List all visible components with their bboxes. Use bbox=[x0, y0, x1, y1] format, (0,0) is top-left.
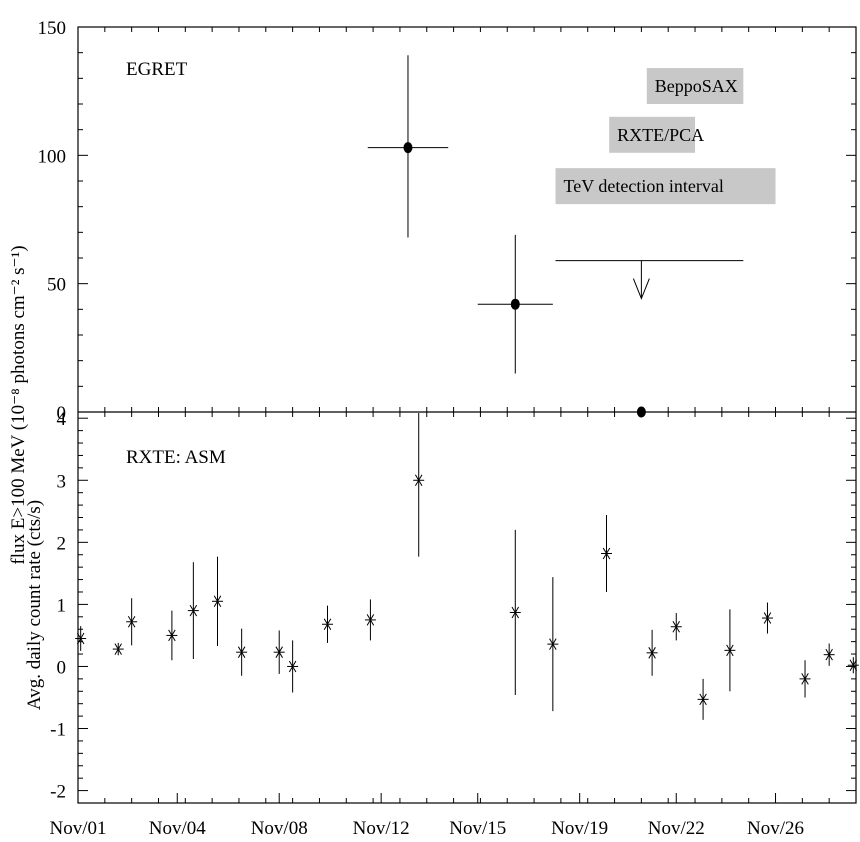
asm-y-tick-label: -2 bbox=[50, 782, 66, 803]
egret-y-tick-label: 100 bbox=[38, 146, 67, 167]
asm-marker-stroke bbox=[189, 604, 198, 617]
egret-y-tick-label: 50 bbox=[47, 275, 66, 296]
asm-marker-stroke bbox=[763, 612, 772, 624]
asm-data-point bbox=[670, 620, 682, 633]
asm-marker-stroke bbox=[549, 638, 557, 650]
asm-data-point bbox=[236, 646, 248, 658]
egret-data-point bbox=[403, 142, 413, 154]
asm-marker-stroke bbox=[825, 648, 833, 661]
asm-data-point bbox=[509, 606, 521, 619]
x-tick-label: Nov/15 bbox=[449, 818, 506, 839]
annotation-label: TeV detection interval bbox=[564, 176, 724, 196]
upper-limit-arrowhead bbox=[632, 278, 650, 300]
asm-marker-stroke bbox=[801, 673, 809, 685]
asm-panel: RXTE: ASM -2 -1 0 1 2 3 4 Nov/01 Nov/04 Nov/08 Nov… bbox=[50, 409, 859, 839]
asm-marker-stroke bbox=[213, 595, 222, 608]
asm-y-tick-label: 4 bbox=[57, 409, 67, 430]
egret-y-tick-label: 150 bbox=[38, 18, 67, 39]
asm-data-point bbox=[646, 647, 658, 659]
plot-frame bbox=[77, 26, 857, 804]
x-tick-label: Nov/26 bbox=[747, 818, 804, 839]
x-tick-label: Nov/22 bbox=[648, 818, 705, 839]
asm-marker-stroke bbox=[726, 644, 734, 657]
asm-data-point bbox=[212, 595, 224, 608]
annotation-band bbox=[646, 68, 744, 105]
asm-data-point bbox=[187, 604, 199, 617]
asm-marker-stroke bbox=[672, 620, 680, 633]
egret-y-axis-title: flux E>100 MeV (10⁻⁸ photons cm⁻² s⁻¹) bbox=[8, 245, 29, 564]
asm-y-tick-label: 1 bbox=[57, 595, 67, 616]
egret-y-tick-label: 0 bbox=[57, 403, 67, 424]
asm-marker-stroke bbox=[602, 547, 611, 560]
asm-panel-label: RXTE: ASM bbox=[126, 447, 226, 468]
asm-data-point bbox=[273, 646, 285, 658]
asm-data-point bbox=[413, 474, 425, 487]
x-tick-label: Nov/08 bbox=[251, 818, 308, 839]
annotation-label: RXTE/PCA bbox=[617, 125, 704, 145]
asm-marker-stroke bbox=[511, 606, 520, 619]
egret-panel: EGRET 0 50 100 150 BeppoSAX RXTE/PCA TeV detec… bbox=[38, 18, 857, 424]
annotation-label: BeppoSAX bbox=[655, 76, 738, 96]
egret-panel-label: EGRET bbox=[126, 59, 188, 80]
asm-data-point bbox=[364, 614, 376, 626]
asm-data-point bbox=[166, 629, 178, 642]
asm-data-point bbox=[761, 612, 773, 624]
asm-marker-stroke bbox=[168, 629, 176, 642]
x-tick-label: Nov/04 bbox=[149, 818, 207, 839]
asm-y-tick-label: 2 bbox=[57, 533, 67, 554]
asm-marker-stroke bbox=[648, 647, 656, 659]
asm-data-point bbox=[287, 660, 299, 673]
asm-data-point bbox=[601, 547, 613, 560]
asm-marker-stroke bbox=[127, 616, 136, 628]
asm-data-point bbox=[724, 644, 736, 657]
asm-data-point bbox=[112, 643, 124, 655]
asm-data-point bbox=[823, 648, 835, 661]
asm-y-tick-label: 3 bbox=[57, 471, 67, 492]
asm-marker-stroke bbox=[366, 614, 375, 626]
asm-marker-stroke bbox=[414, 474, 423, 487]
egret-data-point bbox=[510, 298, 520, 310]
asm-marker-stroke bbox=[114, 643, 122, 655]
asm-marker-stroke bbox=[699, 693, 707, 706]
asm-data-point bbox=[321, 618, 333, 631]
x-tick-label: Nov/19 bbox=[551, 818, 608, 839]
asm-y-axis-title: Avg. daily count rate (cts/s) bbox=[24, 500, 45, 710]
annotation-band bbox=[609, 116, 696, 153]
asm-y-tick-label: 0 bbox=[57, 657, 67, 678]
asm-marker-stroke bbox=[275, 646, 283, 658]
asm-data-point bbox=[697, 693, 709, 706]
x-tick-label: Nov/12 bbox=[353, 818, 410, 839]
asm-data-point bbox=[547, 638, 559, 650]
asm-data-point bbox=[799, 673, 811, 685]
asm-marker-stroke bbox=[323, 618, 332, 631]
x-tick-label: Nov/01 bbox=[50, 818, 107, 839]
annotation-band bbox=[555, 168, 776, 205]
asm-marker-stroke bbox=[288, 660, 297, 673]
asm-marker-stroke bbox=[237, 646, 246, 658]
asm-data-point bbox=[126, 616, 138, 628]
asm-y-tick-label: -1 bbox=[50, 720, 66, 741]
